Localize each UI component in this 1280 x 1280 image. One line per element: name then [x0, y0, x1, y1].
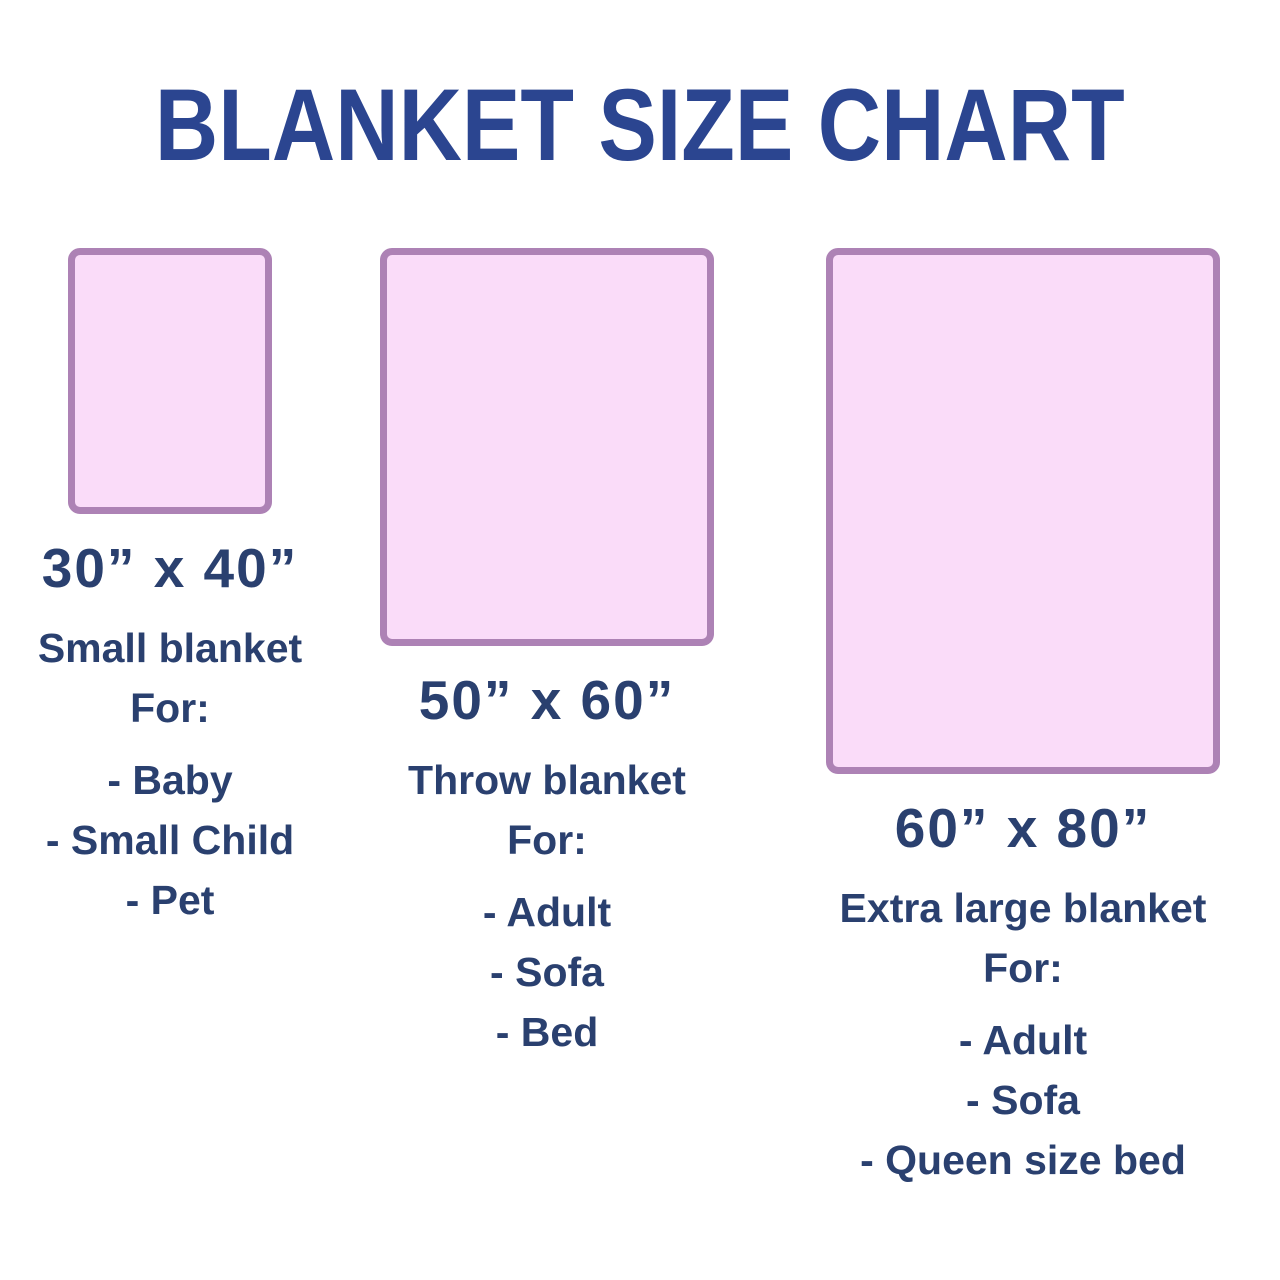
use-list: - Baby - Small Child - Pet — [5, 750, 335, 930]
use-list: - Adult - Sofa - Queen size bed — [801, 1010, 1245, 1190]
use-item: - Queen size bed — [860, 1137, 1186, 1183]
for-label: For: — [130, 685, 210, 731]
size-label: 60” x 80” — [894, 797, 1152, 859]
for-label: For: — [983, 945, 1063, 991]
blanket-rect-throw — [380, 248, 714, 646]
blanket-column-throw: 50” x 60” Throw blanket For: - Adult - S… — [375, 248, 719, 1062]
use-list: - Adult - Sofa - Bed — [375, 882, 719, 1062]
use-item: - Bed — [495, 1009, 599, 1055]
page-title: BLANKET SIZE CHART — [0, 74, 1280, 176]
page-title-text: BLANKET SIZE CHART — [155, 68, 1125, 182]
use-item: - Adult — [958, 1017, 1088, 1063]
use-item: - Small Child — [45, 817, 295, 863]
blanket-name: Small blanket — [37, 625, 303, 671]
blanket-rect-small — [68, 248, 272, 514]
use-item: - Sofa — [966, 1077, 1080, 1123]
blanket-rect-extra-large — [826, 248, 1220, 774]
blanket-name: Throw blanket — [408, 757, 686, 803]
for-label: For: — [507, 817, 587, 863]
use-item: - Pet — [125, 877, 215, 923]
use-item: - Adult — [482, 889, 612, 935]
use-item: - Baby — [107, 757, 233, 803]
blanket-column-extra-large: 60” x 80” Extra large blanket For: - Adu… — [801, 248, 1245, 1190]
size-label: 50” x 60” — [418, 669, 676, 731]
use-item: - Sofa — [490, 949, 604, 995]
size-label: 30” x 40” — [41, 537, 299, 599]
blanket-name: Extra large blanket — [839, 885, 1207, 931]
blanket-column-small: 30” x 40” Small blanket For: - Baby - Sm… — [5, 248, 335, 930]
